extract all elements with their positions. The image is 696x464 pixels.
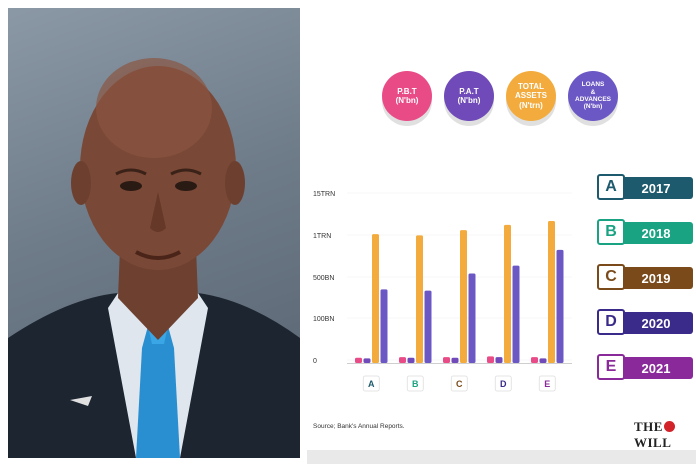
bar-c-series-1 <box>443 357 450 363</box>
bar-b-series-2 <box>407 357 415 363</box>
bar-d-series-3 <box>504 224 511 363</box>
portrait-photo <box>8 8 300 458</box>
year-letter: B <box>597 219 625 245</box>
legend-line: (N'bn) <box>583 103 603 111</box>
bar-a-series-4 <box>380 289 388 363</box>
source-note: Source; Bank's Annual Reports. <box>313 423 405 430</box>
legend-line: (N'bn) <box>395 96 419 105</box>
legend-line: P.A.T <box>459 86 479 96</box>
logo-text-post: WILL <box>634 435 672 450</box>
bar-b-series-4 <box>424 290 432 363</box>
legend-circle-4: LOANS & ADVANCES (N'bn) <box>568 71 618 121</box>
bar-chart: 0 100BN 500BN 1TRN 15TRN A B C D E <box>313 191 572 392</box>
category-box <box>406 375 424 392</box>
year-label: 2021 <box>619 357 693 379</box>
legend-line: (N'trn) <box>519 100 543 110</box>
bar-e-series-1 <box>531 357 538 363</box>
legend-line: (N'bn) <box>457 96 481 105</box>
y-tick-label: 500BN <box>313 275 334 282</box>
legend-line: ASSETS <box>514 91 547 101</box>
bar-d-series-2 <box>495 357 503 363</box>
bar-c-series-4 <box>468 273 476 363</box>
year-letter: D <box>597 309 625 335</box>
bar-a-series-3 <box>372 234 379 363</box>
legend-line: ADVANCES <box>575 96 611 103</box>
bar-a-series-1 <box>355 357 362 363</box>
legend-circle-2: P.A.T (N'bn) <box>444 71 494 121</box>
bar-b-series-3 <box>416 235 423 363</box>
year-key-item: 2018 B <box>597 219 693 245</box>
publisher-logo: THEWILL <box>634 419 696 451</box>
logo-text-pre: THE <box>634 419 663 434</box>
legend-line: P.B.T <box>397 86 417 96</box>
year-label: 2020 <box>619 312 693 334</box>
x-tick-label: A <box>368 379 375 389</box>
year-key-item: 2020 D <box>597 309 693 335</box>
y-tick-label: 100BN <box>313 316 334 323</box>
x-tick-label: D <box>500 379 507 389</box>
bar-a-series-2 <box>363 358 371 363</box>
category-box <box>362 375 380 392</box>
legend-line: LOANS <box>581 81 605 89</box>
year-letter: E <box>597 354 625 380</box>
bar-c-series-2 <box>451 357 459 363</box>
legend-line: & <box>590 88 596 96</box>
category-box <box>450 375 468 392</box>
bar-b-series-1 <box>399 357 406 363</box>
year-label: 2019 <box>619 267 693 289</box>
footer-strip <box>307 450 696 464</box>
logo-circle-icon <box>663 421 675 432</box>
portrait-illustration <box>8 58 300 458</box>
legend-line: TOTAL <box>518 82 544 92</box>
year-letter: A <box>597 174 625 200</box>
bar-c-series-3 <box>460 230 467 363</box>
x-tick-label: C <box>456 379 463 389</box>
bar-d-series-1 <box>487 356 494 363</box>
y-tick-label: 0 <box>313 358 317 365</box>
year-key-item: 2021 E <box>597 354 693 380</box>
legend-circle-3: TOTAL ASSETS (N'trn) <box>506 71 556 121</box>
category-box <box>538 375 556 392</box>
bar-e-series-3 <box>548 220 555 363</box>
year-label: 2018 <box>619 222 693 244</box>
legend-circle-1: P.B.T (N'bn) <box>382 71 432 121</box>
y-tick-label: 15TRN <box>313 191 335 198</box>
year-letter: C <box>597 264 625 290</box>
bar-d-series-4 <box>512 265 520 363</box>
year-label: 2017 <box>619 177 693 199</box>
bar-e-series-2 <box>539 358 547 363</box>
bar-e-series-4 <box>556 249 564 363</box>
year-key-item: 2017 A <box>597 174 693 200</box>
x-tick-label: E <box>544 379 550 389</box>
category-box <box>494 375 512 392</box>
year-key-item: 2019 C <box>597 264 693 290</box>
infographic-panel: P.B.T (N'bn) P.A.T (N'bn) TOTAL ASSETS (N'trn)… <box>307 0 696 464</box>
x-tick-label: B <box>412 379 419 389</box>
y-tick-label: 1TRN <box>313 233 331 240</box>
